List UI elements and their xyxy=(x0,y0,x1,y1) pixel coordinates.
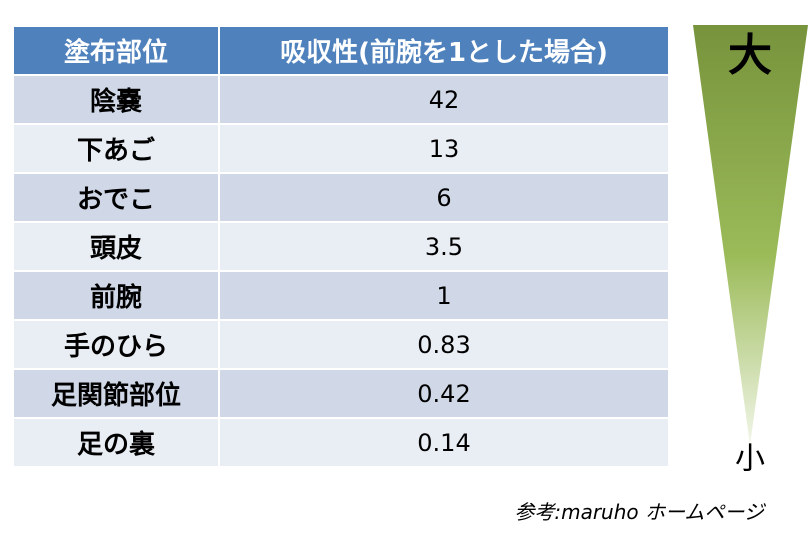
table-body: 陰嚢 42 下あご 13 おでこ 6 頭皮 3.5 前腕 1 手のひら 0.83 足関節部位 0.42 足の… xyxy=(12,74,670,468)
site-cell: 下あご xyxy=(12,123,220,174)
scale-triangle xyxy=(693,25,808,445)
header-cell: 吸収性(前腕を1とした場合) xyxy=(218,25,670,76)
table-row: 手のひら 0.83 xyxy=(12,319,670,370)
site-cell: 陰嚢 xyxy=(12,74,220,125)
value-cell: 1 xyxy=(218,270,670,321)
table-row: 足関節部位 0.42 xyxy=(12,368,670,419)
header-cell: 塗布部位 xyxy=(12,25,220,76)
site-cell: 足関節部位 xyxy=(12,368,220,419)
scale-graphic: 大 小 xyxy=(693,25,808,477)
value-cell: 42 xyxy=(218,74,670,125)
table-row: 陰嚢 42 xyxy=(12,74,670,125)
value-cell: 0.14 xyxy=(218,417,670,468)
source-note: 参考:maruho ホームページ xyxy=(514,500,764,524)
value-cell: 6 xyxy=(218,172,670,223)
site-cell: おでこ xyxy=(12,172,220,223)
header-row: 塗布部位 吸収性(前腕を1とした場合) xyxy=(12,25,670,76)
value-cell: 13 xyxy=(218,123,670,174)
value-cell: 3.5 xyxy=(218,221,670,272)
scale-min: 小 xyxy=(735,442,765,477)
table-row: 頭皮 3.5 xyxy=(12,221,670,272)
site-cell: 足の裏 xyxy=(12,417,220,468)
site-cell: 頭皮 xyxy=(12,221,220,272)
table-row: 下あご 13 xyxy=(12,123,670,174)
table-header: 塗布部位 吸収性(前腕を1とした場合) xyxy=(12,25,670,76)
scale-max: 大 xyxy=(728,30,772,81)
value-cell: 0.42 xyxy=(218,368,670,419)
absorption-table: 塗布部位 吸収性(前腕を1とした場合) 陰嚢 42 下あご 13 おでこ 6 頭皮 3.5 前腕… xyxy=(12,25,670,468)
table-row: 前腕 1 xyxy=(12,270,670,321)
value-cell: 0.83 xyxy=(218,319,670,370)
site-cell: 前腕 xyxy=(12,270,220,321)
site-cell: 手のひら xyxy=(12,319,220,370)
table-row: 足の裏 0.14 xyxy=(12,417,670,468)
table-row: おでこ 6 xyxy=(12,172,670,223)
